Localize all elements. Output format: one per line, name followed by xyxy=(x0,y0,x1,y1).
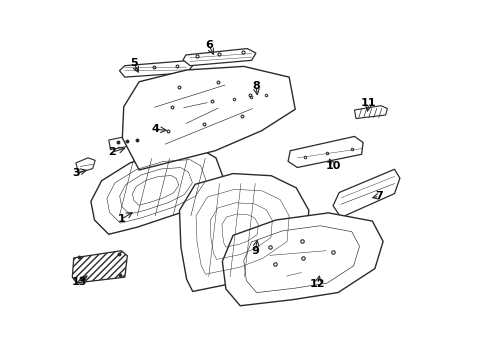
Text: 7: 7 xyxy=(375,191,383,201)
Polygon shape xyxy=(119,61,192,77)
Text: 9: 9 xyxy=(251,246,259,256)
Polygon shape xyxy=(287,136,363,167)
Text: 11: 11 xyxy=(360,98,376,108)
Text: 4: 4 xyxy=(152,124,160,134)
Text: 1: 1 xyxy=(117,214,125,224)
Polygon shape xyxy=(183,49,255,66)
Polygon shape xyxy=(76,158,95,173)
Text: 2: 2 xyxy=(108,147,116,157)
Polygon shape xyxy=(354,106,386,118)
Text: 10: 10 xyxy=(325,161,340,171)
Polygon shape xyxy=(179,174,308,292)
Polygon shape xyxy=(122,66,295,170)
Text: 8: 8 xyxy=(251,81,259,91)
Text: 5: 5 xyxy=(130,58,137,68)
Text: 6: 6 xyxy=(204,40,212,50)
Text: 3: 3 xyxy=(72,168,80,178)
Polygon shape xyxy=(332,169,399,217)
Polygon shape xyxy=(162,123,173,132)
Polygon shape xyxy=(72,251,127,283)
Text: 12: 12 xyxy=(309,279,325,289)
Polygon shape xyxy=(222,213,382,306)
Text: 13: 13 xyxy=(72,277,87,287)
Polygon shape xyxy=(108,134,143,150)
Polygon shape xyxy=(91,150,223,234)
Polygon shape xyxy=(220,87,278,109)
